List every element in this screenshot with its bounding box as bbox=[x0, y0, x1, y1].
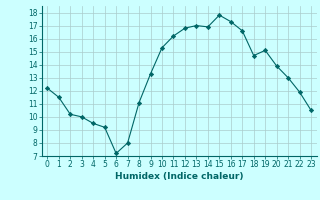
X-axis label: Humidex (Indice chaleur): Humidex (Indice chaleur) bbox=[115, 172, 244, 181]
